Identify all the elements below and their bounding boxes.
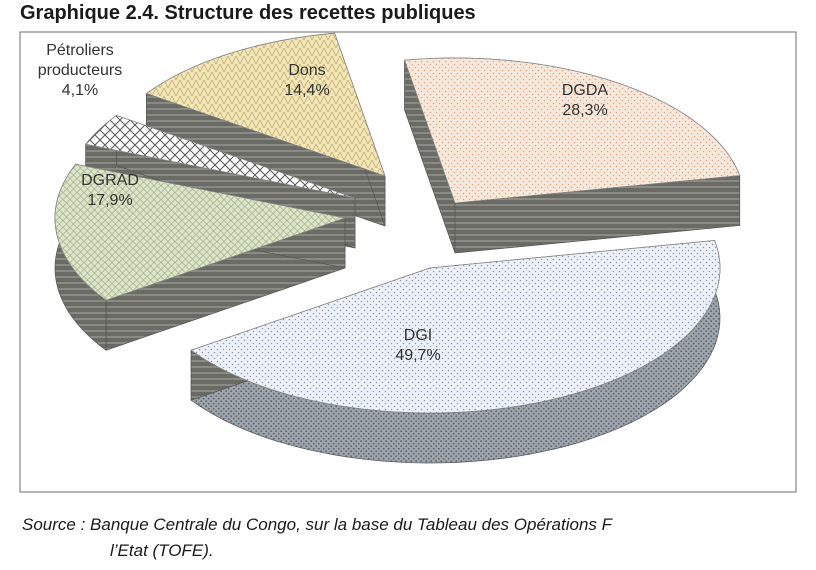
source-line-1: Source : Banque Centrale du Congo, sur l… [22, 515, 613, 534]
slice-top-dgrad [54, 163, 347, 301]
slice-top-dgi [190, 240, 721, 414]
slice-label-dons: Dons [288, 62, 325, 79]
chart-title: Graphique 2.4. Structure des recettes pu… [20, 2, 476, 24]
pie-slice-dgrad [54, 163, 347, 351]
slice-value-label-petroliers-producteurs: 4,1% [62, 82, 98, 99]
pie-slice-dgi [190, 240, 721, 464]
slice-value-label-dgrad: 17,9% [87, 192, 132, 209]
slice-value-label-dons: 14,4% [284, 82, 329, 99]
slice-top-petroliers-producteurs [84, 115, 356, 199]
slice-value-label-dgi: 49,7% [395, 347, 440, 364]
slice-value-label-dgda: 28,3% [562, 102, 607, 119]
slice-label-dgi: DGI [404, 327, 432, 344]
source-line-2: l’Etat (TOFE). [110, 541, 214, 560]
labels-layer: DGDA 28,3% DGI 49,7% DGRAD 17,9% Pétroliers pro… [38, 42, 609, 364]
slice-label-dgrad: DGRAD [81, 172, 139, 189]
slice-top-dons [145, 32, 386, 177]
slice-label-dgda: DGDA [562, 82, 609, 99]
slice-label-petroliers-producteurs: Pétroliers [46, 42, 114, 59]
slice-label-petroliers-producteurs: producteurs [38, 62, 123, 79]
pie-slice-dgda [404, 57, 741, 254]
slice-top-dgda [404, 57, 741, 204]
slices-layer [54, 32, 741, 464]
